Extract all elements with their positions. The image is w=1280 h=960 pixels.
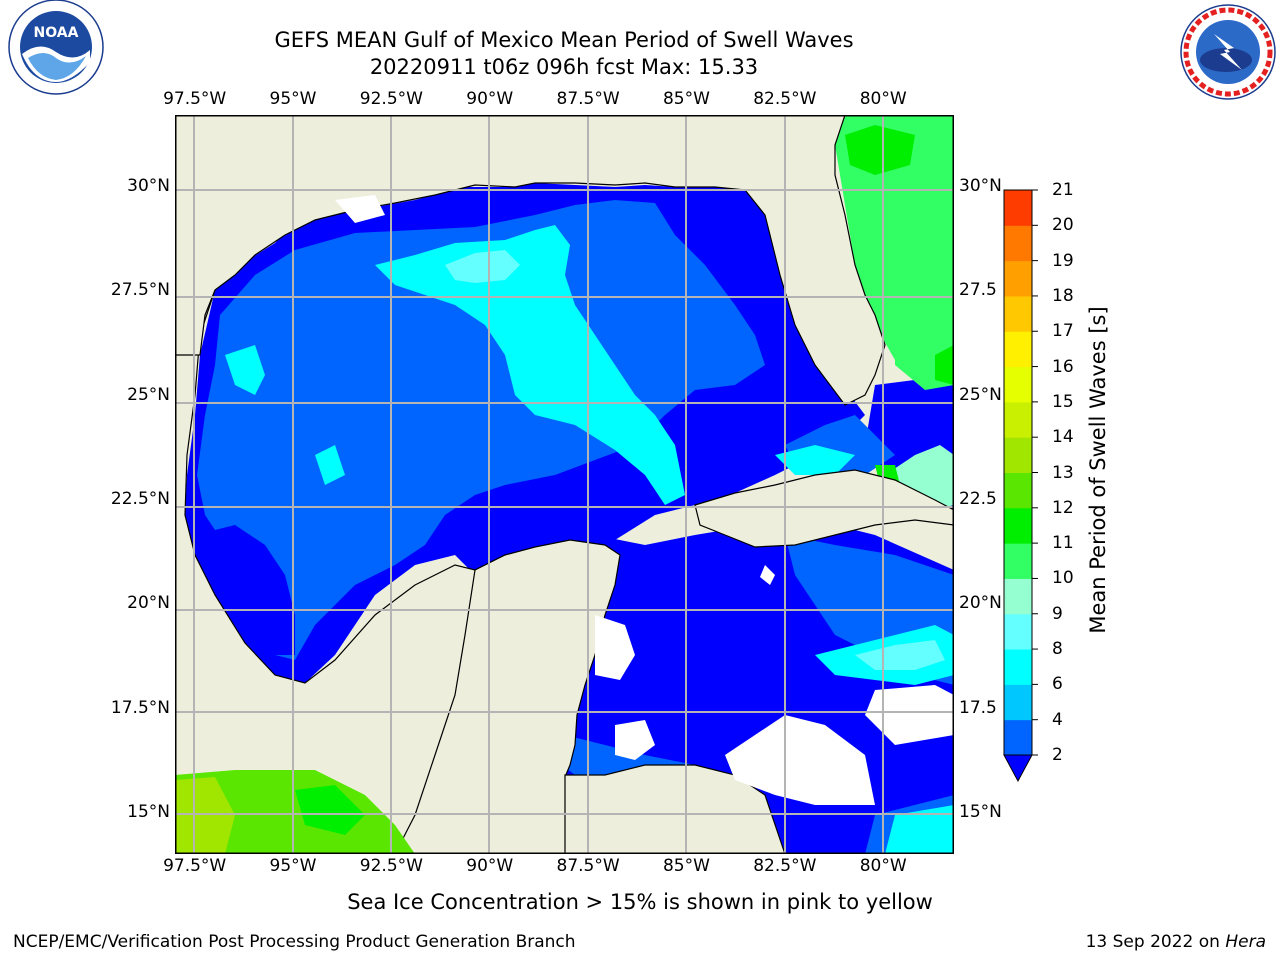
credit-text: NCEP/EMC/Verification Post Processing Pr…: [13, 932, 576, 952]
colorbar-segment: [1004, 260, 1032, 297]
colorbar-segment: [1004, 366, 1032, 403]
colorbar-tick-label: 15: [1052, 391, 1074, 412]
colorbar-segment: [1004, 543, 1032, 579]
lon-tick-label-top: 95°W: [269, 89, 317, 109]
lon-tick-label-top: 97.5°W: [163, 89, 227, 109]
colorbar-tick-label: 17: [1052, 321, 1074, 342]
lon-tick-label-top: 85°W: [662, 89, 710, 109]
colorbar-title: Mean Period of Swell Waves [s]: [1086, 306, 1110, 634]
colorbar-tick-label: 11: [1052, 533, 1074, 554]
lon-tick-label-bottom: 90°W: [466, 856, 514, 876]
colorbar-segment: [1004, 437, 1032, 473]
lat-tick-label-right: 15°N: [959, 802, 1002, 823]
chart-subtitle: 20220911 t06z 096h fcst Max: 15.33: [369, 55, 759, 79]
machine-name: Hera: [1225, 932, 1266, 952]
lon-tick-label-top: 92.5°W: [359, 89, 423, 109]
colorbar-segment: [1004, 578, 1032, 615]
lat-tick-label-right: 20°N: [959, 593, 1002, 614]
lat-tick-label-right: 17.5: [959, 697, 997, 718]
lon-tick-label-bottom: 80°W: [859, 856, 907, 876]
colorbar-segment: [1004, 401, 1032, 438]
colorbar-segment: [1004, 684, 1032, 721]
date-stamp: 13 Sep 2022 on Hera: [1086, 932, 1266, 952]
lat-tick-label-left: 30°N: [127, 175, 170, 196]
colorbar-tick-label: 12: [1052, 497, 1074, 518]
lon-tick-label-top: 82.5°W: [753, 89, 817, 109]
lat-tick-label-right: 25°N: [959, 384, 1002, 405]
map-grid: [175, 115, 954, 854]
colorbar-tick-label: 10: [1052, 568, 1074, 589]
colorbar-segment: [1004, 613, 1032, 650]
colorbar-segment: [1004, 719, 1032, 756]
lat-tick-label-left: 20°N: [127, 593, 170, 614]
lon-tick-label-top: 90°W: [466, 89, 514, 109]
colorbar-extend-min: [1003, 754, 1033, 783]
lat-tick-label-left: 22.5°N: [110, 489, 170, 510]
lon-tick-label-bottom: 92.5°W: [359, 856, 423, 876]
chart-title: GEFS MEAN Gulf of Mexico Mean Period of …: [274, 28, 854, 52]
nws-logo: [1180, 4, 1276, 100]
colorbar-tick-label: 18: [1052, 285, 1074, 306]
noaa-logo-text: NOAA: [34, 25, 79, 41]
colorbar-tick-label: 19: [1052, 250, 1074, 271]
lon-tick-label-top: 80°W: [859, 89, 907, 109]
colorbar-tick-label: 14: [1052, 427, 1074, 448]
colorbar-segment: [1004, 507, 1032, 544]
colorbar-tick-label: 16: [1052, 356, 1074, 377]
lat-tick-label-left: 25°N: [127, 384, 170, 405]
cuba-land: [694, 469, 954, 548]
colorbar-tick-label: 8: [1052, 639, 1063, 660]
colorbar-segment: [1004, 225, 1032, 262]
gulf-of-mexico-map: [175, 115, 954, 854]
colorbar-tick-label: 4: [1052, 709, 1063, 730]
colorbar-tick-label: 2: [1052, 745, 1063, 765]
lat-tick-label-right: 30°N: [959, 175, 1002, 196]
lon-tick-label-bottom: 82.5°W: [753, 856, 817, 876]
date-text: 13 Sep 2022 on: [1085, 932, 1226, 952]
colorbar-segment: [1004, 649, 1032, 685]
colorbar: [1003, 189, 1038, 783]
lon-tick-label-bottom: 97.5°W: [163, 856, 227, 876]
colorbar-segment: [1004, 190, 1032, 226]
colorbar-segment: [1004, 295, 1032, 332]
lat-tick-label-left: 17.5°N: [110, 697, 170, 718]
colorbar-tick-label: 13: [1052, 462, 1074, 483]
colorbar-segment: [1004, 472, 1032, 509]
lon-tick-label-top: 87.5°W: [556, 89, 620, 109]
usa-land: [175, 115, 954, 406]
lon-tick-label-bottom: 95°W: [269, 856, 317, 876]
noaa-logo: NOAA: [8, 0, 104, 95]
lon-tick-label-bottom: 85°W: [662, 856, 710, 876]
lat-tick-label-left: 15°N: [127, 802, 170, 823]
colorbar-tick-label: 20: [1052, 215, 1074, 236]
colorbar-tick-label: 6: [1052, 674, 1063, 695]
lat-tick-label-right: 22.5: [959, 489, 997, 510]
lat-tick-label-left: 27.5°N: [110, 280, 170, 301]
colorbar-tick-label: 9: [1052, 603, 1063, 624]
colorbar-segment: [1004, 331, 1032, 368]
lat-tick-label-right: 27.5: [959, 280, 997, 301]
colorbar-tick-label: 21: [1052, 180, 1074, 200]
sea-ice-note: Sea Ice Concentration > 15% is shown in …: [347, 890, 933, 914]
lon-tick-label-bottom: 87.5°W: [556, 856, 620, 876]
